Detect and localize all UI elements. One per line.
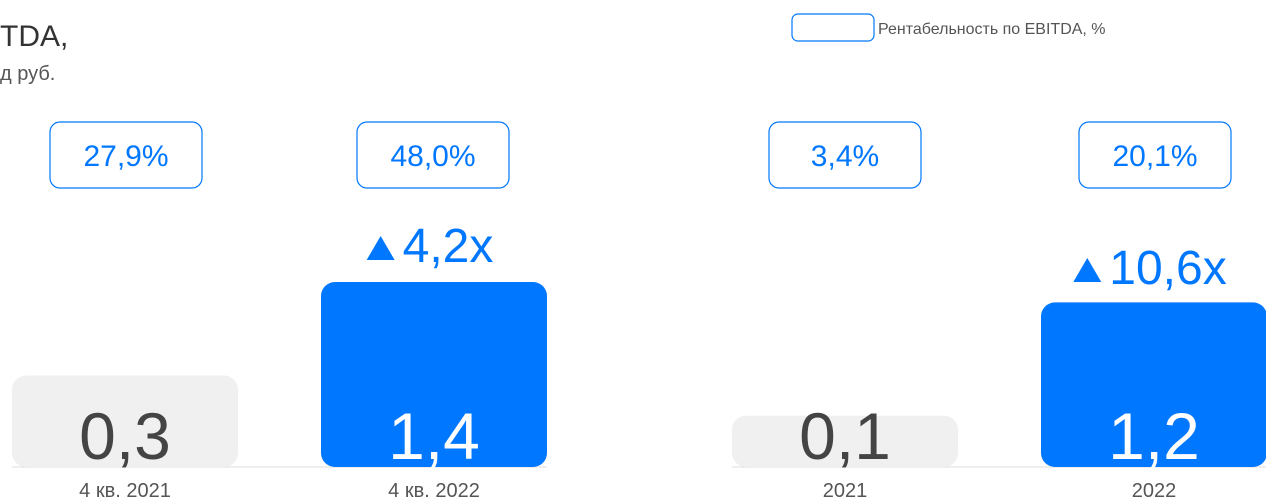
- value-label: 0,1: [799, 399, 891, 473]
- growth-label: 4,2x: [403, 220, 494, 273]
- subtitle: д руб.: [0, 63, 55, 85]
- growth-arrow: [366, 236, 395, 260]
- legend-swatch: [791, 13, 875, 42]
- margin-label: 3,4%: [811, 140, 879, 173]
- x-tick-label: 4 кв. 2022: [388, 480, 480, 501]
- margin-label: 48,0%: [390, 140, 475, 173]
- bar: [1041, 302, 1266, 467]
- growth-label: 10,6x: [1109, 242, 1226, 295]
- bar: [321, 282, 547, 467]
- value-label: 1,4: [388, 399, 480, 473]
- legend-label: Рентабельность по EBITDA, %: [878, 21, 1106, 38]
- margin-label: 20,1%: [1112, 140, 1197, 173]
- margin-box: [1078, 121, 1232, 189]
- x-tick-label: 4 кв. 2021: [79, 480, 171, 501]
- margin-box: [356, 121, 510, 189]
- margin-box: [768, 121, 922, 189]
- x-tick-label: 2022: [1132, 480, 1177, 501]
- growth-arrow: [1073, 258, 1102, 282]
- margin-box: [49, 121, 203, 189]
- value-label: 1,2: [1108, 399, 1200, 473]
- margin-label: 27,9%: [83, 140, 168, 173]
- x-tick-label: 2021: [823, 480, 868, 501]
- title: TDA,: [0, 20, 68, 53]
- bar: [732, 415, 958, 467]
- bar: [12, 375, 238, 467]
- value-label: 0,3: [79, 399, 171, 473]
